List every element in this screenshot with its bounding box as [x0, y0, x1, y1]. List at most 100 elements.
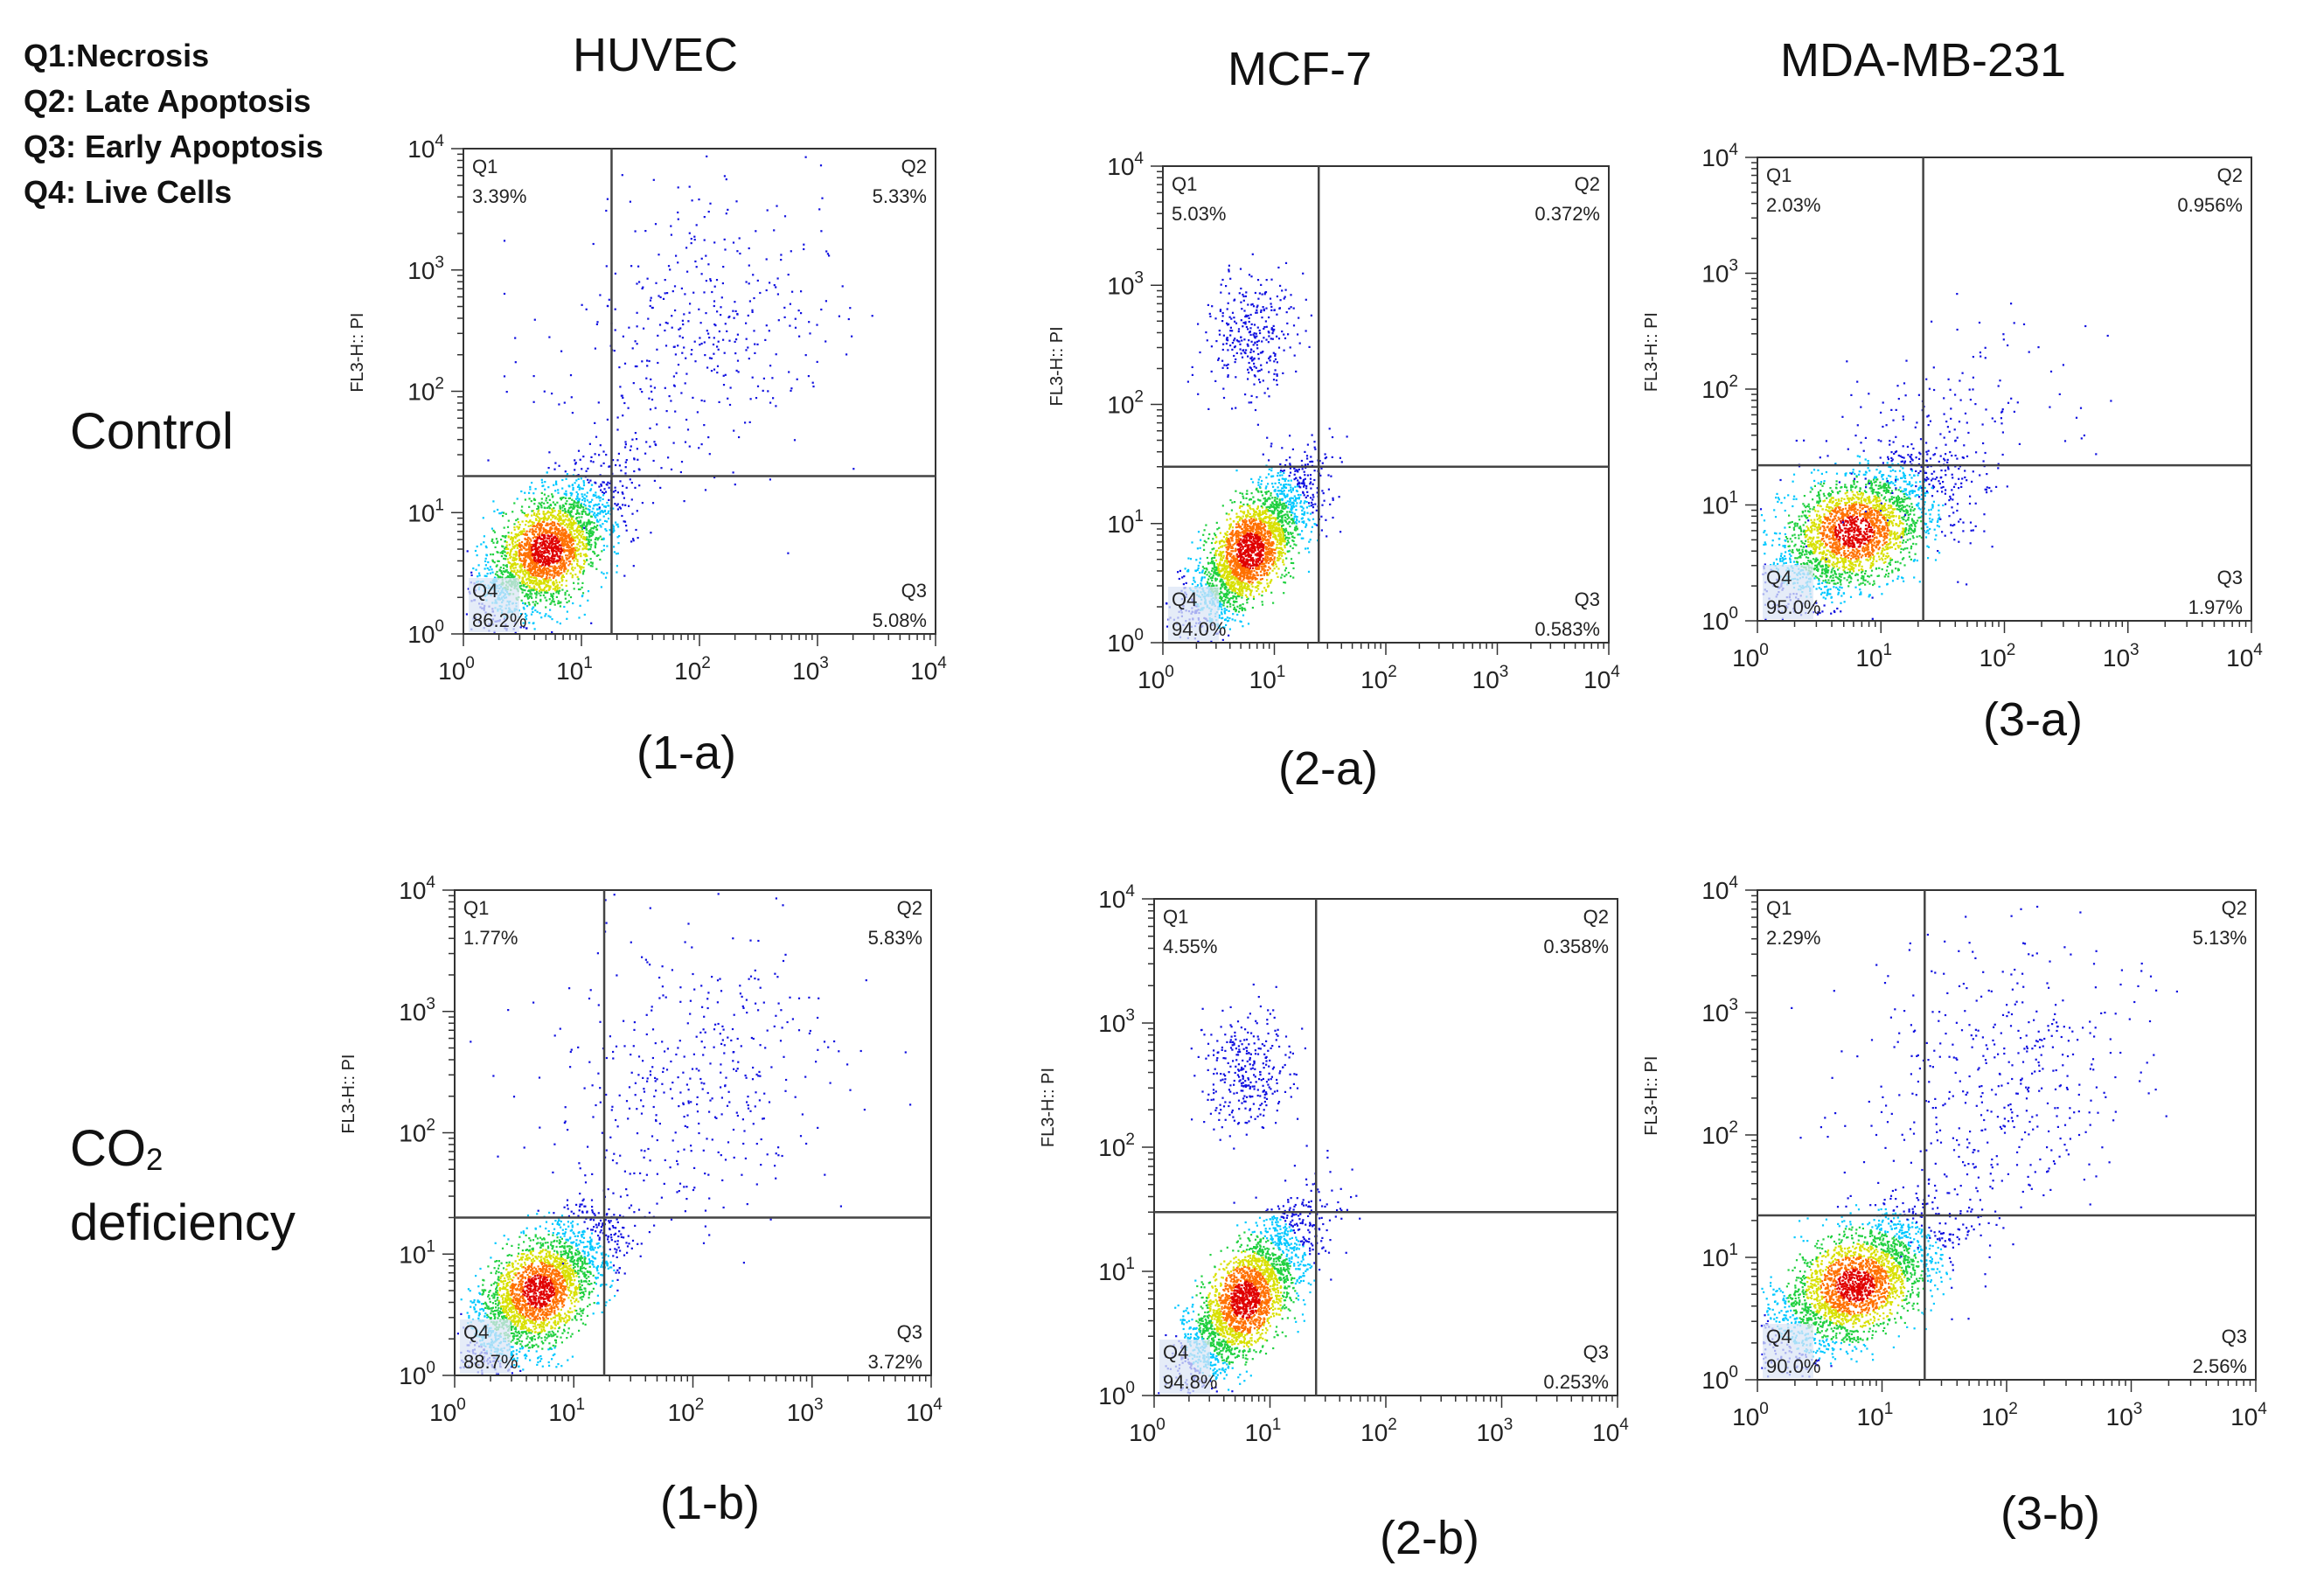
event-dot	[575, 517, 578, 519]
event-dot	[1312, 512, 1314, 514]
event-dot	[1228, 532, 1231, 535]
event-dot	[567, 551, 570, 553]
event-dot	[568, 528, 571, 532]
event-dot	[511, 557, 515, 560]
event-dot	[1221, 609, 1223, 611]
event-dot	[1256, 533, 1258, 536]
event-dot	[790, 250, 792, 253]
event-dot	[1299, 500, 1303, 503]
event-dot	[644, 452, 647, 455]
event-dot	[1279, 484, 1282, 486]
event-dot	[619, 480, 622, 483]
event-dot	[486, 567, 489, 570]
event-dot	[1324, 457, 1326, 460]
event-dot	[576, 485, 580, 488]
event-dot	[625, 525, 628, 527]
event-dot	[1240, 550, 1242, 553]
event-dot	[484, 560, 487, 562]
event-dot	[544, 591, 546, 594]
event-dot	[749, 398, 752, 400]
event-dot	[1216, 567, 1219, 569]
event-dot	[581, 541, 584, 544]
event-dot	[553, 569, 556, 572]
event-dot	[594, 421, 596, 424]
event-dot	[1281, 505, 1284, 508]
event-dot	[722, 338, 725, 341]
event-dot	[559, 530, 561, 532]
event-dot	[564, 591, 567, 594]
event-dot	[1268, 552, 1270, 554]
event-dot	[487, 459, 490, 462]
event-dot	[1244, 545, 1247, 547]
y-tick-label: 104	[407, 132, 444, 163]
event-dot	[544, 481, 546, 484]
event-dot	[582, 523, 585, 526]
event-dot	[1281, 525, 1284, 527]
event-dot	[1320, 529, 1323, 532]
event-dot	[1305, 487, 1308, 490]
event-dot	[1226, 519, 1228, 521]
event-dot	[568, 533, 571, 536]
event-dot	[536, 590, 539, 593]
event-dot	[649, 408, 652, 411]
event-dot	[592, 242, 595, 246]
event-dot	[683, 313, 685, 316]
event-dot	[783, 215, 787, 218]
x-tick-label: 102	[674, 654, 711, 685]
event-dot	[565, 567, 567, 570]
event-dot	[583, 503, 586, 505]
event-dot	[1221, 638, 1224, 641]
event-dot	[1246, 513, 1249, 516]
event-dot	[1309, 512, 1312, 515]
event-dot	[597, 401, 600, 404]
event-dot	[538, 572, 541, 575]
event-dot	[670, 233, 672, 236]
event-dot	[568, 531, 572, 534]
event-dot	[553, 521, 556, 524]
event-dot	[533, 628, 536, 630]
event-dot	[1217, 574, 1220, 577]
event-dot	[545, 551, 547, 554]
event-dot	[546, 560, 548, 562]
event-dot	[1289, 463, 1291, 465]
event-dot	[748, 358, 750, 360]
event-dot	[1260, 574, 1263, 577]
event-dot	[554, 550, 558, 553]
event-dot	[614, 503, 616, 505]
event-dot	[553, 574, 556, 577]
event-dot	[524, 564, 526, 567]
event-dot	[748, 300, 751, 303]
event-dot	[540, 554, 543, 557]
event-dot	[1265, 477, 1268, 479]
event-dot	[794, 326, 797, 329]
event-dot	[554, 572, 557, 574]
event-dot	[1264, 491, 1267, 494]
event-dot	[571, 574, 574, 576]
event-dot	[682, 323, 685, 326]
event-dot	[546, 555, 549, 558]
event-dot	[525, 545, 527, 547]
event-dot	[662, 297, 665, 300]
event-dot	[1267, 483, 1270, 485]
event-dot	[635, 528, 637, 532]
event-dot	[539, 529, 542, 532]
event-dot	[549, 541, 553, 544]
event-dot	[601, 571, 603, 574]
event-dot	[543, 390, 546, 393]
event-dot	[657, 361, 659, 365]
event-dot	[572, 489, 574, 491]
event-dot	[539, 537, 541, 539]
event-dot	[581, 566, 583, 568]
event-dot	[1278, 553, 1281, 556]
event-dot	[576, 510, 579, 512]
event-dot	[651, 306, 654, 310]
event-dot	[1310, 531, 1312, 533]
event-dot	[527, 577, 530, 580]
event-dot	[1205, 583, 1207, 586]
event-dot	[556, 573, 559, 575]
event-dot	[560, 562, 563, 565]
event-dot	[511, 574, 513, 576]
event-dot	[554, 589, 557, 592]
event-dot	[1245, 524, 1248, 526]
event-dot	[1270, 514, 1273, 517]
